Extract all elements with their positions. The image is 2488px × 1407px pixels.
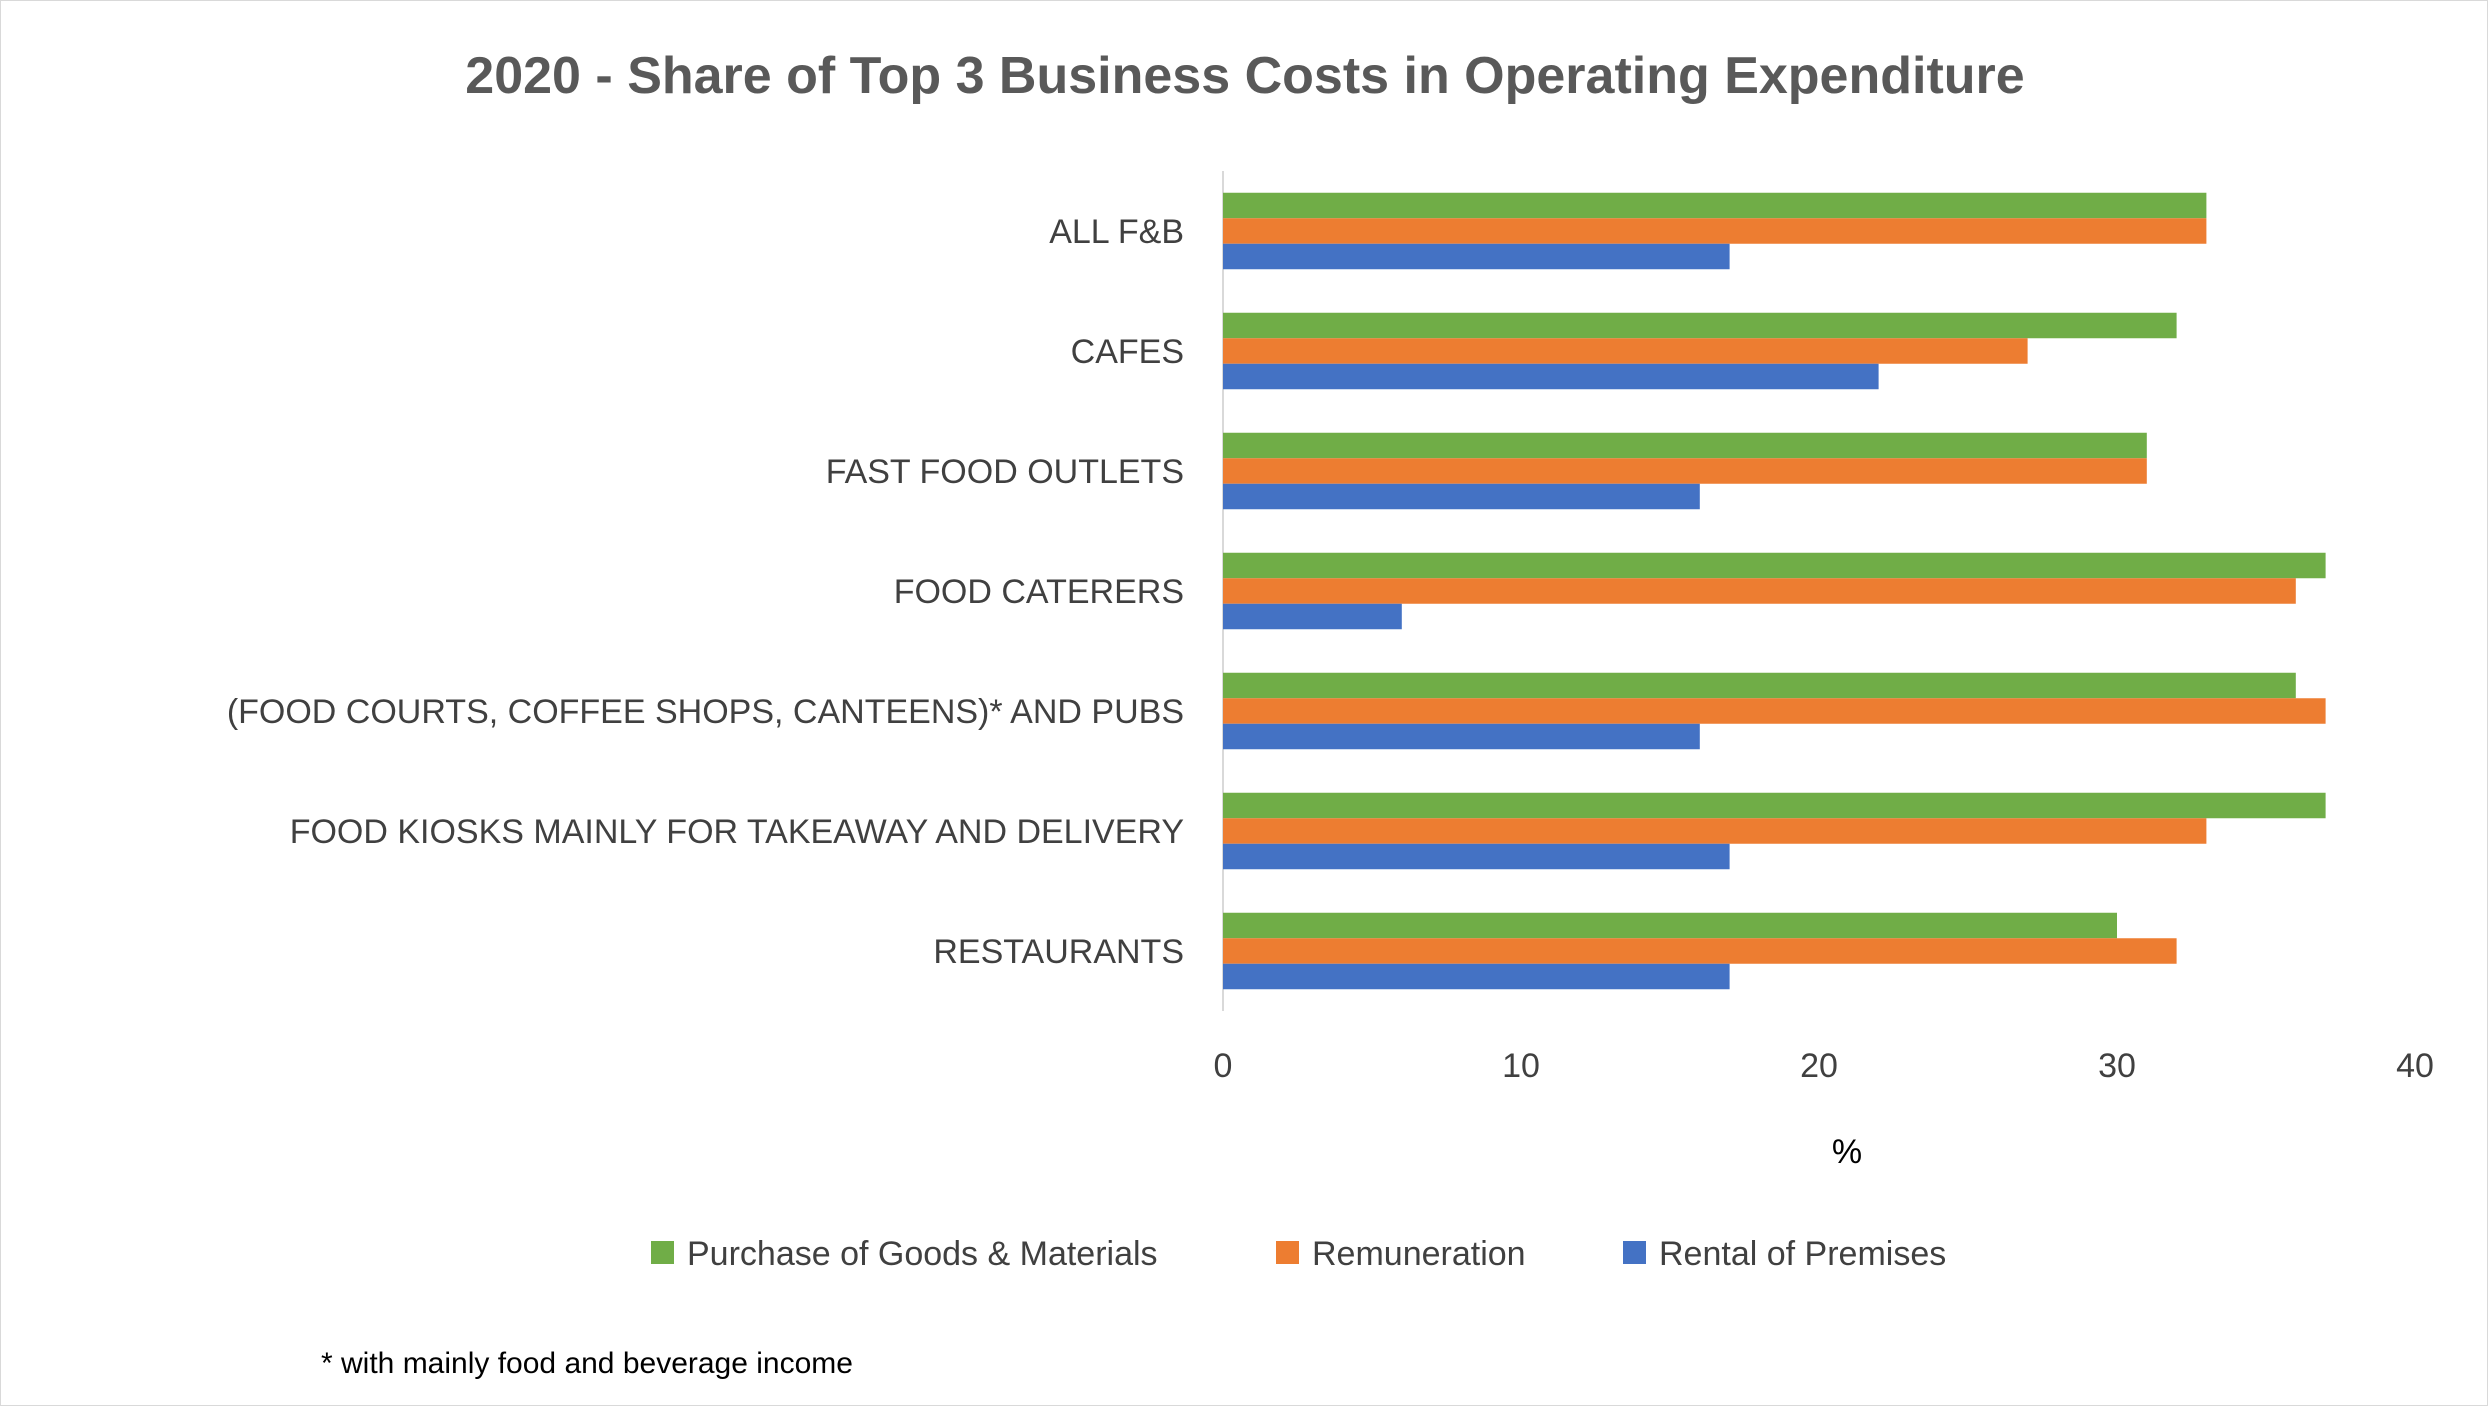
category-label: FOOD KIOSKS MAINLY FOR TAKEAWAY AND DELI… — [290, 813, 1184, 851]
bar-purchase-of-goods-materials-food-caterers — [1223, 552, 2326, 579]
bar-purchase-of-goods-materials-cafes — [1223, 312, 2177, 339]
category-label: CAFES — [1071, 333, 1184, 371]
legend-swatch-purchase-of-goods-materials — [651, 1241, 674, 1264]
bar-remuneration-all-f-b — [1223, 218, 2207, 244]
bar-rental-of-premises-all-f-b — [1223, 243, 1730, 270]
category-labels: ALL F&B CAFES FAST FOOD OUTLETS FOOD CATERE… — [227, 213, 1184, 971]
bar-purchase-of-goods-materials-food-kiosks-mainly-for-takeaway-and-delivery — [1223, 792, 2326, 819]
x-tick-label: 30 — [2098, 1047, 2136, 1085]
legend: Purchase of Goods & Materials Remuneratio… — [651, 1235, 1946, 1273]
bars-group — [1223, 192, 2326, 990]
bar-remuneration-food-kiosks-mainly-for-takeaway-and-delivery — [1223, 818, 2207, 844]
category-label: ALL F&B — [1049, 213, 1184, 251]
legend-swatch-remuneration — [1276, 1241, 1299, 1264]
legend-label-rental-of-premises: Rental of Premises — [1659, 1235, 1946, 1273]
legend-swatch-rental-of-premises — [1623, 1241, 1646, 1264]
chart-title: 2020 - Share of Top 3 Business Costs in … — [465, 47, 2024, 105]
category-label: FOOD CATERERS — [894, 573, 1184, 611]
bar-rental-of-premises-fast-food-outlets — [1223, 483, 1700, 510]
category-label: (FOOD COURTS, COFFEE SHOPS, CANTEENS)* A… — [227, 693, 1184, 731]
category-label: FAST FOOD OUTLETS — [826, 453, 1184, 491]
bar-rental-of-premises-food-courts-coffee-shops-canteens-and-pubs — [1223, 723, 1700, 750]
bar-purchase-of-goods-materials-fast-food-outlets — [1223, 432, 2147, 459]
x-axis-label: % — [1832, 1133, 1862, 1171]
bar-rental-of-premises-restaurants — [1223, 963, 1730, 990]
bar-remuneration-fast-food-outlets — [1223, 458, 2147, 484]
bar-purchase-of-goods-materials-all-f-b — [1223, 192, 2207, 219]
bar-remuneration-cafes — [1223, 338, 2028, 364]
bar-remuneration-food-caterers — [1223, 578, 2296, 604]
bar-remuneration-restaurants — [1223, 938, 2177, 964]
bar-rental-of-premises-cafes — [1223, 363, 1879, 390]
footnote: * with mainly food and beverage income — [321, 1347, 853, 1380]
x-tick-label: 0 — [1214, 1047, 1233, 1085]
x-tick-labels: 0 10 20 30 40 — [1214, 1047, 2434, 1085]
bar-rental-of-premises-food-caterers — [1223, 603, 1402, 630]
legend-label-purchase-of-goods-materials: Purchase of Goods & Materials — [687, 1235, 1158, 1273]
legend-label-remuneration: Remuneration — [1312, 1235, 1526, 1273]
category-label: RESTAURANTS — [933, 933, 1184, 971]
bar-purchase-of-goods-materials-food-courts-coffee-shops-canteens-and-pubs — [1223, 672, 2296, 699]
bar-purchase-of-goods-materials-restaurants — [1223, 912, 2117, 939]
bar-remuneration-food-courts-coffee-shops-canteens-and-pubs — [1223, 698, 2326, 724]
bar-rental-of-premises-food-kiosks-mainly-for-takeaway-and-delivery — [1223, 843, 1730, 870]
x-tick-label: 40 — [2396, 1047, 2434, 1085]
x-tick-label: 10 — [1502, 1047, 1540, 1085]
x-tick-label: 20 — [1800, 1047, 1838, 1085]
